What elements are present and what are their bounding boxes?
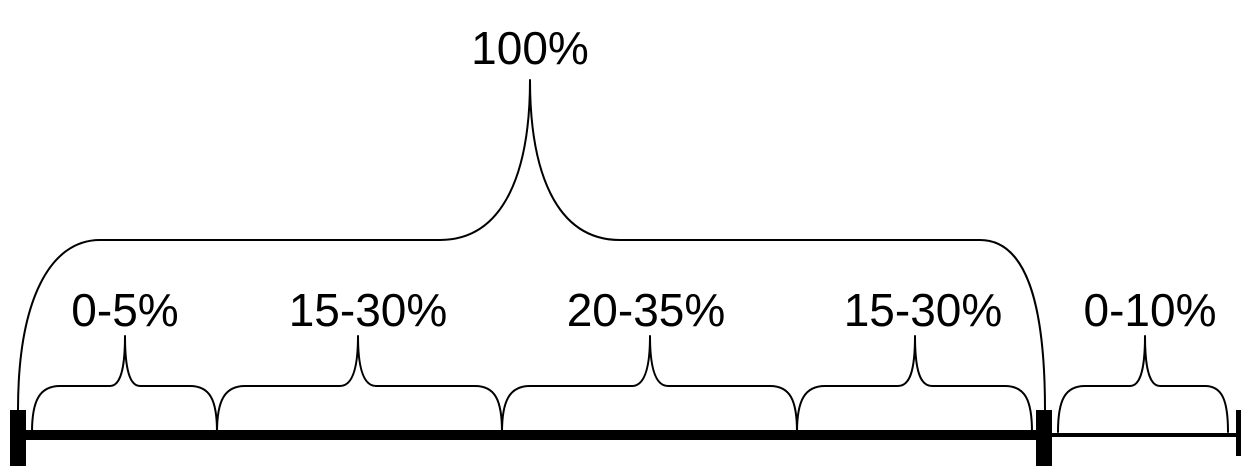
main-bar-end-post xyxy=(1036,410,1052,466)
total-brace xyxy=(17,79,1046,411)
segment-brace-2 xyxy=(216,335,503,433)
extension-bar xyxy=(1050,433,1240,437)
extension-bar-end-tick xyxy=(1236,410,1241,456)
segment-label-4: 15-30% xyxy=(844,284,1003,336)
main-bar xyxy=(10,430,1050,440)
segment-label-3: 20-35% xyxy=(567,284,726,336)
total-label: 100% xyxy=(471,22,589,74)
segment-label-1: 0-5% xyxy=(71,284,178,336)
segment-brace-1 xyxy=(31,335,218,433)
main-bar-start-post xyxy=(10,410,26,466)
extra-segment-label: 0-10% xyxy=(1084,284,1217,336)
segment-label-2: 15-30% xyxy=(289,284,448,336)
segment-brace-4 xyxy=(796,335,1033,433)
extra-segment-brace xyxy=(1057,335,1229,433)
segment-brace-3 xyxy=(501,335,798,433)
